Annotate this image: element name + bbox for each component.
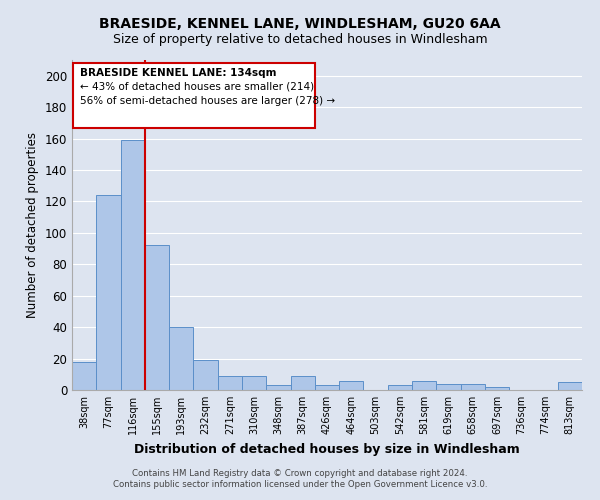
X-axis label: Distribution of detached houses by size in Windlesham: Distribution of detached houses by size …: [134, 442, 520, 456]
Bar: [169, 327, 193, 390]
Bar: [461, 384, 485, 390]
Text: ← 43% of detached houses are smaller (214): ← 43% of detached houses are smaller (21…: [80, 82, 314, 92]
Bar: [339, 380, 364, 390]
Bar: [121, 140, 145, 390]
Bar: [266, 386, 290, 390]
Text: BRAESIDE, KENNEL LANE, WINDLESHAM, GU20 6AA: BRAESIDE, KENNEL LANE, WINDLESHAM, GU20 …: [99, 18, 501, 32]
Bar: [73, 63, 315, 128]
Bar: [96, 195, 121, 390]
Bar: [218, 376, 242, 390]
Bar: [436, 384, 461, 390]
Text: Contains public sector information licensed under the Open Government Licence v3: Contains public sector information licen…: [113, 480, 487, 489]
Y-axis label: Number of detached properties: Number of detached properties: [26, 132, 39, 318]
Bar: [242, 376, 266, 390]
Bar: [485, 387, 509, 390]
Bar: [72, 362, 96, 390]
Bar: [412, 380, 436, 390]
Text: BRAESIDE KENNEL LANE: 134sqm: BRAESIDE KENNEL LANE: 134sqm: [80, 68, 277, 78]
Bar: [290, 376, 315, 390]
Bar: [193, 360, 218, 390]
Text: Size of property relative to detached houses in Windlesham: Size of property relative to detached ho…: [113, 32, 487, 46]
Bar: [145, 246, 169, 390]
Text: Contains HM Land Registry data © Crown copyright and database right 2024.: Contains HM Land Registry data © Crown c…: [132, 468, 468, 477]
Bar: [388, 386, 412, 390]
Bar: [558, 382, 582, 390]
Bar: [315, 386, 339, 390]
Text: 56% of semi-detached houses are larger (278) →: 56% of semi-detached houses are larger (…: [80, 96, 335, 106]
